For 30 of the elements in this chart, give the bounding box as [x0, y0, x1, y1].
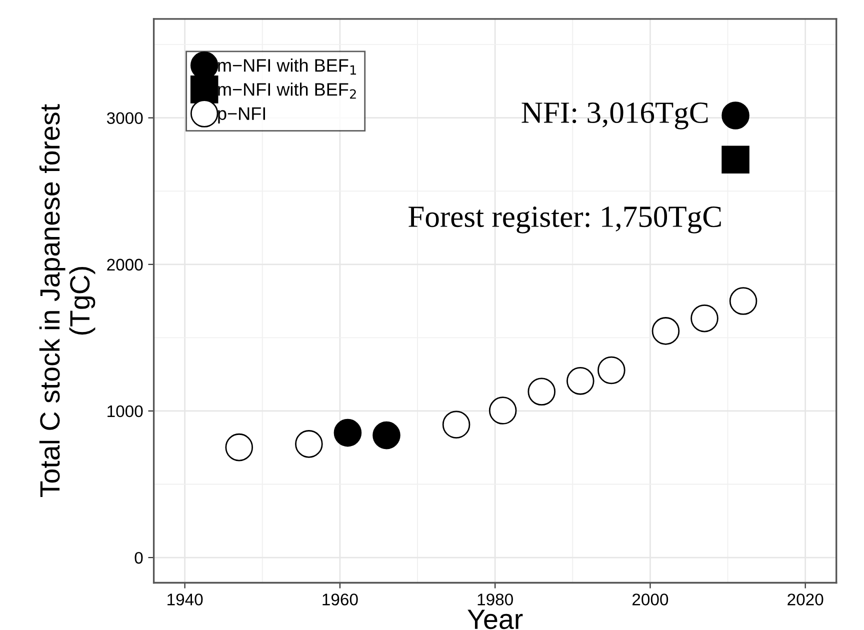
y-tick-label: 0: [134, 552, 143, 564]
x-tick-label: 2020: [788, 594, 824, 606]
point: [722, 146, 750, 174]
x-tick-label: 1940: [168, 594, 203, 606]
y-tick-label: 3000: [106, 112, 143, 124]
point: [372, 421, 400, 450]
x-tick-label: 1960: [322, 594, 358, 606]
point: [690, 304, 718, 332]
x-tick-label: 2000: [632, 594, 668, 606]
point: [598, 356, 626, 384]
annotation: Forest register: 1,750TgC: [408, 206, 721, 234]
x-tick-label: 1980: [478, 594, 513, 606]
legend-label: m−NFI with BEF$_{1}$: [218, 58, 356, 75]
annotation: NFI: 3,016TgC: [522, 102, 708, 130]
x-axis-title: Year: [468, 610, 523, 630]
point: [729, 287, 758, 315]
point: [334, 418, 362, 447]
point: [488, 396, 517, 424]
point: [652, 317, 680, 345]
point: [442, 410, 470, 438]
point: [225, 433, 253, 462]
y-tick-label: 2000: [107, 258, 143, 271]
point: [566, 367, 594, 395]
point: [722, 102, 750, 130]
legend-label: m−NFI with BEF$_{2}$: [218, 82, 356, 99]
point: [528, 378, 556, 406]
y-tick-label: 1000: [108, 405, 143, 418]
point: [295, 430, 323, 458]
y-axis-title: Total C stock in Japanese forest (TgC): [39, 104, 96, 498]
legend-label: p−NFI: [218, 107, 265, 124]
